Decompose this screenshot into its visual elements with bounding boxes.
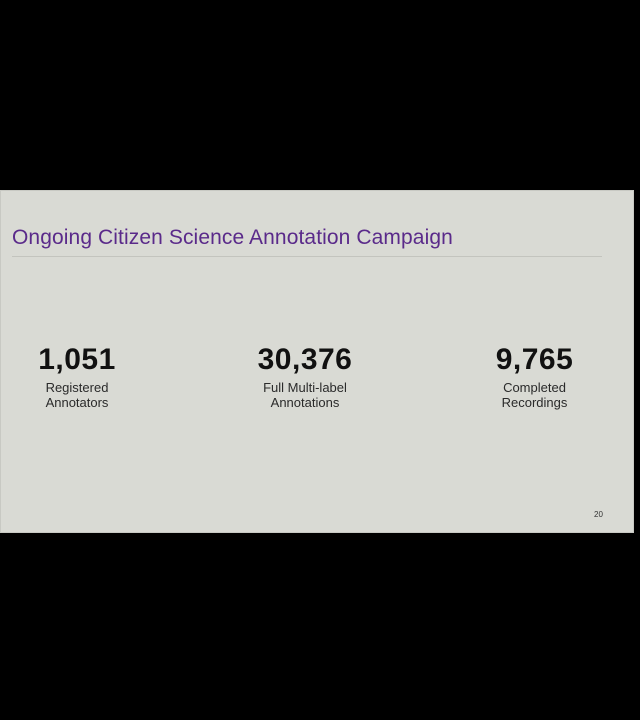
stat-registered-annotators: 1,051 Registered Annotators (17, 342, 137, 410)
stat-value: 9,765 (495, 343, 574, 376)
stat-completed-recordings: 9,765 Completed Recordings (472, 342, 597, 410)
stat-label-line: Registered (45, 380, 109, 395)
stat-full-annotations: 30,376 Full Multi-label Annotations (230, 342, 380, 410)
stat-value: 1,051 (38, 343, 116, 376)
presentation-slide: Ongoing Citizen Science Annotation Campa… (0, 190, 634, 533)
stat-label: Full Multi-label Annotations (230, 380, 380, 410)
stat-label-line: Completed (503, 380, 566, 395)
page-number: 20 (594, 510, 603, 519)
stat-label-line: Full Multi-label (263, 380, 347, 395)
stat-label-line: Recordings (501, 395, 568, 410)
stat-label: Completed Recordings (472, 380, 597, 410)
stat-label-line: Annotations (270, 395, 340, 410)
stat-value: 30,376 (257, 343, 353, 376)
stat-label-line: Annotators (45, 395, 109, 410)
slide-title: Ongoing Citizen Science Annotation Campa… (12, 226, 453, 249)
title-divider (12, 256, 602, 257)
stat-label: Registered Annotators (17, 380, 137, 410)
